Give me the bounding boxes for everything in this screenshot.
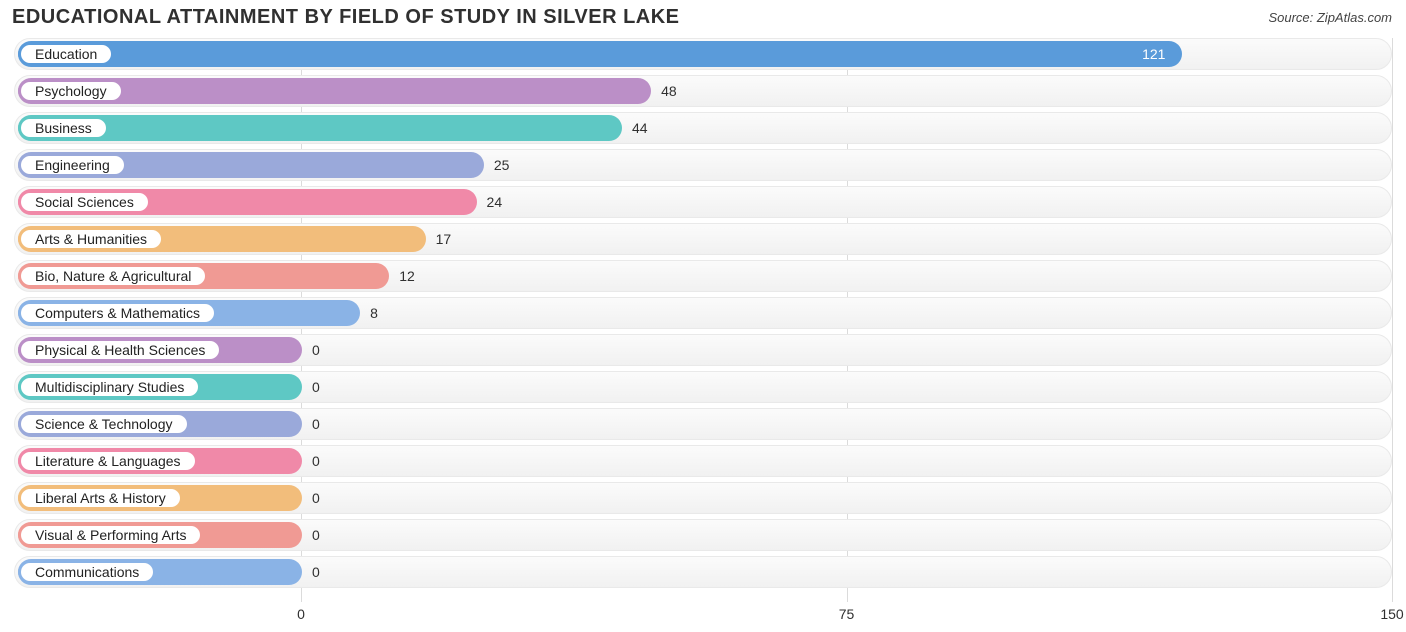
bar-row: Communications 0 bbox=[14, 556, 1392, 588]
category-pill: Psychology bbox=[18, 79, 124, 103]
value-label: 0 bbox=[312, 483, 320, 513]
category-label: Multidisciplinary Studies bbox=[35, 379, 184, 395]
gridline bbox=[1392, 38, 1393, 602]
category-pill: Literature & Languages bbox=[18, 449, 198, 473]
bar-row: Education 121 bbox=[14, 38, 1392, 70]
value-label: 0 bbox=[312, 446, 320, 476]
x-tick: 150 bbox=[1380, 606, 1403, 622]
category-pill: Visual & Performing Arts bbox=[18, 523, 203, 547]
category-pill: Business bbox=[18, 116, 109, 140]
x-axis-ticks: 075150 bbox=[14, 606, 1392, 626]
category-label: Arts & Humanities bbox=[35, 231, 147, 247]
category-label: Literature & Languages bbox=[35, 453, 181, 469]
value-label: 48 bbox=[661, 76, 677, 106]
x-tick: 0 bbox=[297, 606, 305, 622]
value-label: 12 bbox=[399, 261, 415, 291]
category-label: Engineering bbox=[35, 157, 110, 173]
bar-row: Science & Technology 0 bbox=[14, 408, 1392, 440]
plot-area: Education 121 Psychology 48 Business 44 Engine… bbox=[14, 38, 1392, 602]
value-label: 17 bbox=[436, 224, 452, 254]
bar-row: Bio, Nature & Agricultural 12 bbox=[14, 260, 1392, 292]
category-pill: Computers & Mathematics bbox=[18, 301, 217, 325]
category-label: Communications bbox=[35, 564, 139, 580]
category-pill: Communications bbox=[18, 560, 156, 584]
value-label: 0 bbox=[312, 335, 320, 365]
bar-row: Computers & Mathematics 8 bbox=[14, 297, 1392, 329]
chart-title: EDUCATIONAL ATTAINMENT BY FIELD OF STUDY… bbox=[12, 6, 680, 29]
category-label: Liberal Arts & History bbox=[35, 490, 166, 506]
category-pill: Liberal Arts & History bbox=[18, 486, 183, 510]
category-pill: Multidisciplinary Studies bbox=[18, 375, 201, 399]
category-label: Visual & Performing Arts bbox=[35, 527, 186, 543]
value-label: 0 bbox=[312, 557, 320, 587]
category-pill: Education bbox=[18, 42, 114, 66]
bar-row: Literature & Languages 0 bbox=[14, 445, 1392, 477]
bar-row: Visual & Performing Arts 0 bbox=[14, 519, 1392, 551]
value-label: 0 bbox=[312, 409, 320, 439]
category-label: Science & Technology bbox=[35, 416, 173, 432]
value-label: 8 bbox=[370, 298, 378, 328]
bar-row: Business 44 bbox=[14, 112, 1392, 144]
value-label: 121 bbox=[1142, 39, 1165, 69]
bar-row: Multidisciplinary Studies 0 bbox=[14, 371, 1392, 403]
bar-row: Engineering 25 bbox=[14, 149, 1392, 181]
value-label: 0 bbox=[312, 520, 320, 550]
category-label: Social Sciences bbox=[35, 194, 134, 210]
x-tick: 75 bbox=[839, 606, 855, 622]
category-label: Psychology bbox=[35, 83, 107, 99]
bar-row: Physical & Health Sciences 0 bbox=[14, 334, 1392, 366]
bar-row: Arts & Humanities 17 bbox=[14, 223, 1392, 255]
bar-row: Psychology 48 bbox=[14, 75, 1392, 107]
category-label: Bio, Nature & Agricultural bbox=[35, 268, 191, 284]
category-pill: Science & Technology bbox=[18, 412, 190, 436]
value-label: 24 bbox=[487, 187, 503, 217]
value-label: 44 bbox=[632, 113, 648, 143]
category-label: Computers & Mathematics bbox=[35, 305, 200, 321]
bar-fill bbox=[18, 41, 1182, 67]
bar-row: Liberal Arts & History 0 bbox=[14, 482, 1392, 514]
category-pill: Physical & Health Sciences bbox=[18, 338, 222, 362]
category-label: Physical & Health Sciences bbox=[35, 342, 205, 358]
category-pill: Bio, Nature & Agricultural bbox=[18, 264, 208, 288]
source-attribution: Source: ZipAtlas.com bbox=[1268, 10, 1392, 25]
bar-row: Social Sciences 24 bbox=[14, 186, 1392, 218]
value-label: 0 bbox=[312, 372, 320, 402]
category-label: Business bbox=[35, 120, 92, 136]
chart-container: EDUCATIONAL ATTAINMENT BY FIELD OF STUDY… bbox=[0, 0, 1406, 632]
value-label: 25 bbox=[494, 150, 510, 180]
category-pill: Arts & Humanities bbox=[18, 227, 164, 251]
category-pill: Social Sciences bbox=[18, 190, 151, 214]
category-pill: Engineering bbox=[18, 153, 127, 177]
category-label: Education bbox=[35, 46, 97, 62]
